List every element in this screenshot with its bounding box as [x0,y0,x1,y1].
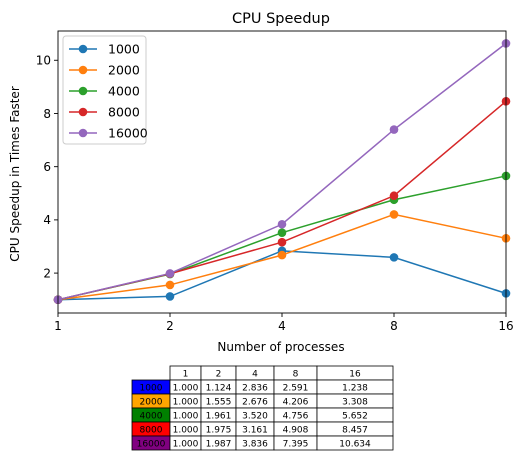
x-tick-label: 2 [166,319,174,333]
legend-label-8000: 8000 [108,105,140,120]
legend-label-16000: 16000 [108,126,148,141]
chart-title: CPU Speedup [232,11,330,27]
data-point-8000-4 [277,237,287,247]
table-row-label: 8000 [140,426,163,436]
x-tick-label: 4 [278,319,286,333]
table-header-label: 8 [293,370,299,380]
table-cell-value: 1.000 [173,426,199,436]
legend-label-1000: 1000 [108,42,140,57]
table-cell-value: 1.000 [173,412,199,422]
table-cell-value: 8.457 [342,426,368,436]
table-header-label: 16 [349,370,361,380]
table-cell-value: 3.836 [242,440,268,450]
table-cell-value: 4.908 [283,426,309,436]
y-tick-label: 4 [43,213,51,227]
table-cell-value: 1.000 [173,440,199,450]
series-line-4000 [57,175,507,301]
data-point-1000-2 [165,292,175,301]
data-point-16000-2 [165,269,175,278]
table-cell-value: 7.395 [283,440,309,450]
y-tick-label: 6 [43,160,51,174]
table-row-label: 16000 [137,440,166,450]
table-cell-value: 3.308 [342,398,368,408]
table-cell-value: 4.756 [283,412,309,422]
table-cell-value: 3.161 [242,426,268,436]
table-row-label: 1000 [140,384,163,394]
data-point-2000-4 [277,250,287,260]
y-axis-label: CPU Speedup in Times Faster [8,86,22,262]
legend: 1000 2000 4000 8000 16000 [62,35,148,145]
data-table: 1 2 4 8 16 1000 1.000 1.124 2.836 2.591 1.238 2000 1… [131,365,394,451]
table-cell-value: 2.676 [242,398,268,408]
table-cell-value: 4.206 [283,398,309,408]
legend-label-4000: 4000 [108,84,140,99]
table-cell-value: 3.520 [242,412,268,422]
y-tick-label: 8 [43,107,51,121]
table-cell-value: 1.000 [173,398,199,408]
legend-label-2000: 2000 [108,63,140,78]
legend-marker-2000 [78,65,88,75]
table-row-label: 4000 [140,412,163,422]
data-point-16000-8 [389,125,399,134]
x-tick-label: 16 [498,319,513,333]
legend-marker-1000 [78,44,88,54]
x-axis-label: Number of processes [217,340,344,354]
table-cell-value: 1.987 [206,440,232,450]
legend-marker-16000 [78,128,88,138]
table-cell-value: 2.591 [283,384,309,394]
table-cell-value: 5.652 [342,412,368,422]
table-cell [316,435,394,451]
data-point-16000-4 [277,219,287,229]
table-cell-value: 1.961 [206,412,232,422]
table-cell-value: 1.975 [206,426,232,436]
table-cell-value: 1.555 [206,398,232,408]
data-point-4000-4 [277,228,287,237]
legend-marker-8000 [78,107,88,117]
table-row-label: 2000 [140,398,163,408]
table-header-label: 1 [183,370,189,380]
data-point-2000-2 [165,280,175,290]
table-cell-value: 1.238 [342,384,368,394]
data-point-8000-8 [389,191,399,201]
table-cell-value: 1.124 [206,384,232,394]
table-cell-value: 10.634 [339,440,371,450]
table-cell-value: 1.000 [173,384,199,394]
data-point-2000-8 [389,210,399,219]
y-tick-label: 10 [36,54,51,68]
table-cell-value: 2.836 [242,384,268,394]
table-header-label: 4 [252,370,258,380]
y-tick-label: 2 [43,266,51,280]
x-tick-label: 1 [54,319,62,333]
legend-marker-4000 [78,86,88,96]
x-tick-label: 8 [390,319,398,333]
data-point-1000-8 [389,253,399,262]
legend-box [62,35,147,145]
table-header-label: 2 [216,370,222,380]
